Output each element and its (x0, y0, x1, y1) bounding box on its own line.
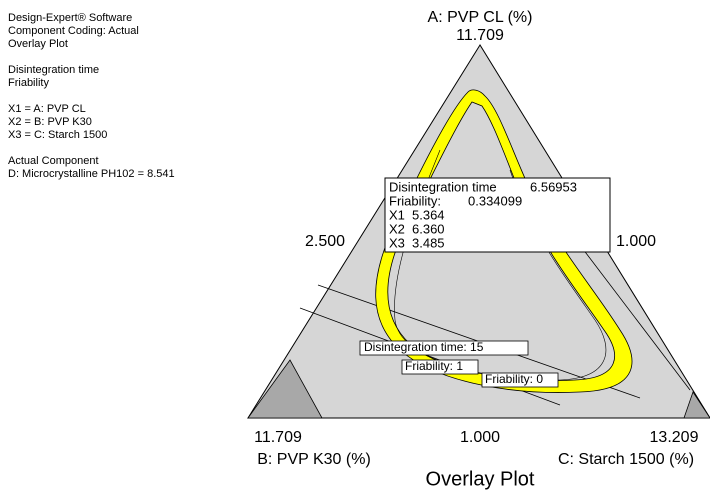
infeasible-corner (683, 391, 710, 419)
info-line: X3 = C: Starch 1500 (8, 129, 107, 141)
vertex-value: 11.709 (254, 429, 302, 446)
tooltip-value: 6.56953 (530, 179, 577, 194)
contour-label: Friability: 1 (405, 359, 463, 373)
contour-label-box (401, 359, 479, 375)
tooltip-label: Disintegration time (389, 179, 497, 194)
edge-value: 1.000 (460, 429, 500, 446)
infeasible-corner (247, 359, 323, 419)
info-line: Actual Component (8, 155, 99, 167)
info-line: X2 = B: PVP K30 (8, 116, 92, 128)
tooltip-value: 3.485 (412, 235, 445, 250)
info-line: Disintegration time (8, 64, 99, 76)
contour-label-box (359, 340, 529, 356)
info-line: X1 = A: PVP CL (8, 103, 86, 115)
vertex-label: A: PVP CL (%) (428, 9, 533, 26)
edge-value: 1.000 (616, 233, 656, 250)
info-line: D: Microcrystalline PH102 = 8.541 (8, 168, 175, 180)
chart-title: Overlay Plot (426, 468, 535, 490)
edge-value: 2.500 (305, 233, 345, 250)
vertex-label: C: Starch 1500 (%) (558, 451, 694, 468)
vertex-value: 11.709 (456, 27, 504, 44)
tooltip-box (384, 177, 611, 253)
tooltip-value: 6.360 (412, 221, 445, 236)
tooltip-value: 5.364 (412, 207, 445, 222)
tooltip-label: X3 (389, 235, 405, 250)
tooltip-label: X2 (389, 221, 405, 236)
tooltip: Disintegration time 6.56953 Friability: 0.3… (389, 179, 577, 250)
info-line: Design-Expert® Software (8, 12, 132, 24)
vertex-value: 13.209 (650, 429, 699, 446)
tooltip-label: Friability: (389, 193, 441, 208)
info-line: Component Coding: Actual (8, 25, 139, 37)
info-line: Friability (8, 77, 49, 89)
tooltip-value: 0.334099 (468, 193, 522, 208)
tooltip-label: X1 (389, 207, 405, 222)
vertex-label: B: PVP K30 (%) (257, 451, 371, 468)
contour-label-box (481, 372, 559, 388)
info-line: Overlay Plot (8, 38, 68, 50)
contour-label: Friability: 0 (485, 372, 543, 386)
contour-label: Disintegration time: 15 (364, 340, 484, 354)
